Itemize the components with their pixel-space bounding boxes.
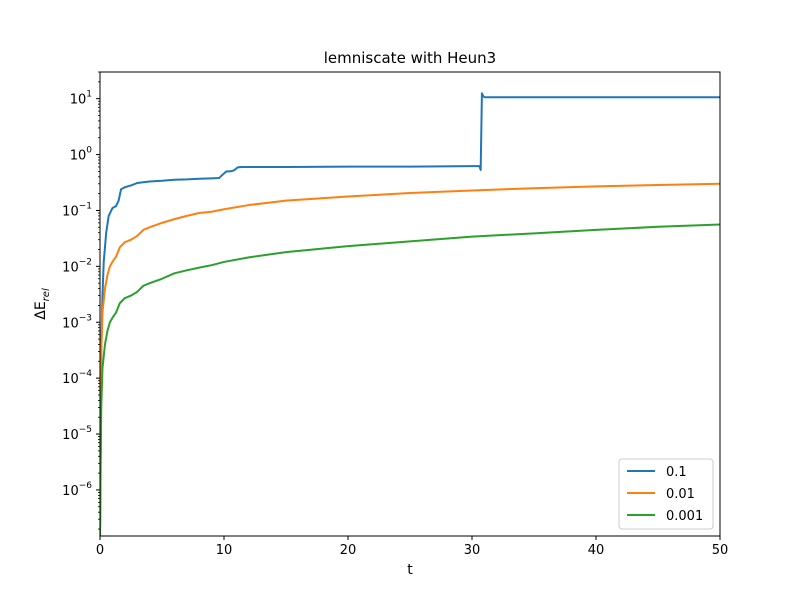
y-tick-label: 10−5 [62,425,92,443]
legend-label-2: 0.001 [666,509,703,524]
x-tick-label: 30 [464,543,481,558]
x-tick-label: 10 [216,543,233,558]
y-tick-label: 101 [70,90,92,108]
series-group [100,92,720,536]
x-axis: 0 10 20 30 40 50 [96,536,728,558]
y-tick-label: 10−2 [62,257,92,275]
legend-label-1: 0.01 [666,487,695,502]
x-tick-label: 0 [96,543,104,558]
y-tick-label: 100 [70,146,93,164]
y-axis-label-base: ΔE [33,301,49,319]
series-line-1 [100,182,720,536]
series-line-0 [100,92,720,536]
y-axis-label: ΔErel [33,288,52,320]
y-tick-label: 10−3 [62,313,92,331]
legend-label-0: 0.1 [666,465,687,480]
x-tick-label: 20 [340,543,357,558]
legend-box [618,458,714,530]
plot-frame [99,71,721,537]
chart-title: lemniscate with Heun3 [324,49,496,67]
x-tick-label: 50 [712,543,729,558]
y-tick-label: 10−6 [62,481,92,499]
x-axis-label: t [407,562,413,578]
x-tick-label: 40 [588,543,605,558]
y-axis-label-subscript: rel [41,288,52,301]
plot-area [99,71,721,537]
y-tick-label: 10−4 [62,369,92,387]
series-line-2 [100,223,720,536]
y-tick-label: 10−1 [62,201,92,219]
legend: 0.1 0.01 0.001 [618,458,714,530]
y-axis: 10−6 10−5 10−4 10−3 10−2 10−1 100 101 [62,71,100,530]
